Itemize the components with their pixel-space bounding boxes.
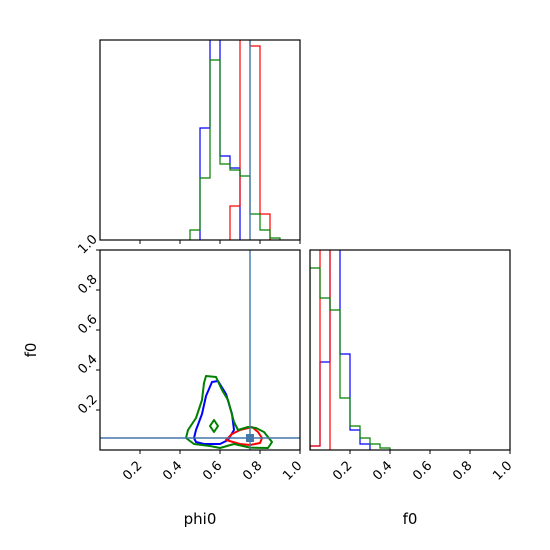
y-tick-label: 0.2 bbox=[75, 392, 100, 417]
phi0-marginal-frame bbox=[99, 39, 301, 241]
y-tick-label: 1.0 bbox=[75, 232, 100, 257]
y-tick-label: 0.8 bbox=[75, 272, 100, 297]
y-tick-label: 0.4 bbox=[75, 352, 100, 377]
x-tick-label: 0.6 bbox=[200, 458, 225, 483]
f0-histogram-series-2 bbox=[310, 267, 391, 450]
truth-point bbox=[246, 434, 254, 442]
f0-x-tick-label: 0.4 bbox=[370, 458, 395, 483]
contour-1 bbox=[225, 426, 263, 446]
f0-x-tick-label: 0.8 bbox=[450, 458, 475, 483]
phi0-marginal-panel bbox=[99, 39, 301, 244]
contour-3 bbox=[209, 419, 219, 433]
contour-2 bbox=[185, 375, 273, 449]
x-tick-label: 0.4 bbox=[160, 458, 185, 483]
x-tick-label: 0.2 bbox=[120, 458, 145, 483]
phi0-f0-contour-panel: 0.2 0.4 0.6 0.8 1.0 0.2 0.4 0.6 0.8 1.0 bbox=[75, 232, 305, 484]
y-axis-label-f0: f0 bbox=[22, 343, 40, 358]
f0-x-tick-label: 0.6 bbox=[410, 458, 435, 483]
f0-x-tick-label: 1.0 bbox=[490, 458, 515, 483]
f0-x-tick-label: 0.2 bbox=[330, 458, 355, 483]
x-tick-label: 0.8 bbox=[240, 458, 265, 483]
f0-marginal-frame bbox=[309, 249, 511, 451]
f0-histogram-series-0 bbox=[310, 250, 371, 450]
x-tick-label: 1.0 bbox=[280, 458, 305, 483]
f0-marginal-panel: 0.2 0.4 0.6 0.8 1.0 bbox=[309, 249, 515, 484]
contour-panel-frame bbox=[99, 249, 301, 451]
phi0-histogram-series-1 bbox=[229, 40, 271, 240]
y-tick-label: 0.6 bbox=[75, 312, 100, 337]
contour-0 bbox=[193, 380, 235, 445]
x-axis-label-phi0: phi0 bbox=[184, 510, 217, 528]
phi0-histogram-series-2 bbox=[189, 59, 281, 240]
x-axis-label-f0: f0 bbox=[403, 510, 418, 528]
